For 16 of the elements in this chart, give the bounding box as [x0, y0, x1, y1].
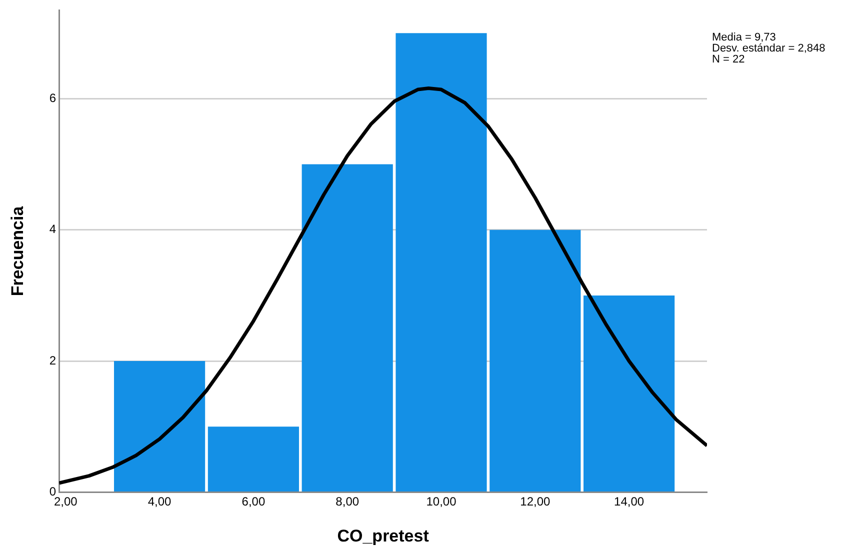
y-tick-label: 0	[49, 484, 56, 499]
x-tick-label: 2,00	[54, 494, 78, 509]
x-tick-label: 10,00	[426, 494, 457, 509]
text: Media = 9,73	[712, 32, 776, 44]
y-axis-title: Frecuencia	[8, 206, 27, 296]
x-tick-label: 6,00	[242, 494, 266, 509]
x-tick-label: 8,00	[336, 494, 360, 509]
y-tick-label: 4	[49, 222, 56, 236]
y-tick-label: 6	[49, 91, 56, 106]
x-axis-title: CO_pretest	[337, 526, 430, 546]
x-tick-label: 4,00	[148, 494, 172, 509]
text: Desv. estándar = 2,848	[712, 42, 826, 55]
x-tick-label: 12,00	[520, 494, 550, 509]
y-tick-label: 2	[49, 353, 56, 368]
x-tick-label: 14,00	[614, 494, 644, 509]
text: N = 22	[712, 54, 745, 66]
